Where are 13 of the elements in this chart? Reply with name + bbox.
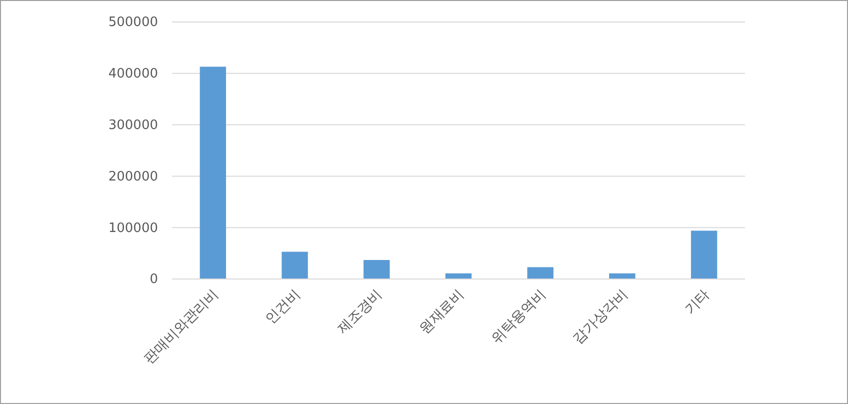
x-tick-label: 기타 (682, 286, 713, 318)
y-tick-label: 100000 (108, 220, 158, 236)
bar (200, 66, 226, 279)
bar (690, 230, 718, 279)
bar (282, 252, 308, 279)
y-tick-label: 500000 (108, 15, 158, 30)
y-tick-label: 400000 (108, 66, 158, 82)
bar (527, 267, 554, 279)
y-tick-label: 0 (150, 272, 158, 288)
y-tick-label: 200000 (108, 169, 158, 184)
bar (609, 273, 636, 279)
y-tick-label: 300000 (108, 118, 158, 133)
bar (364, 260, 390, 279)
